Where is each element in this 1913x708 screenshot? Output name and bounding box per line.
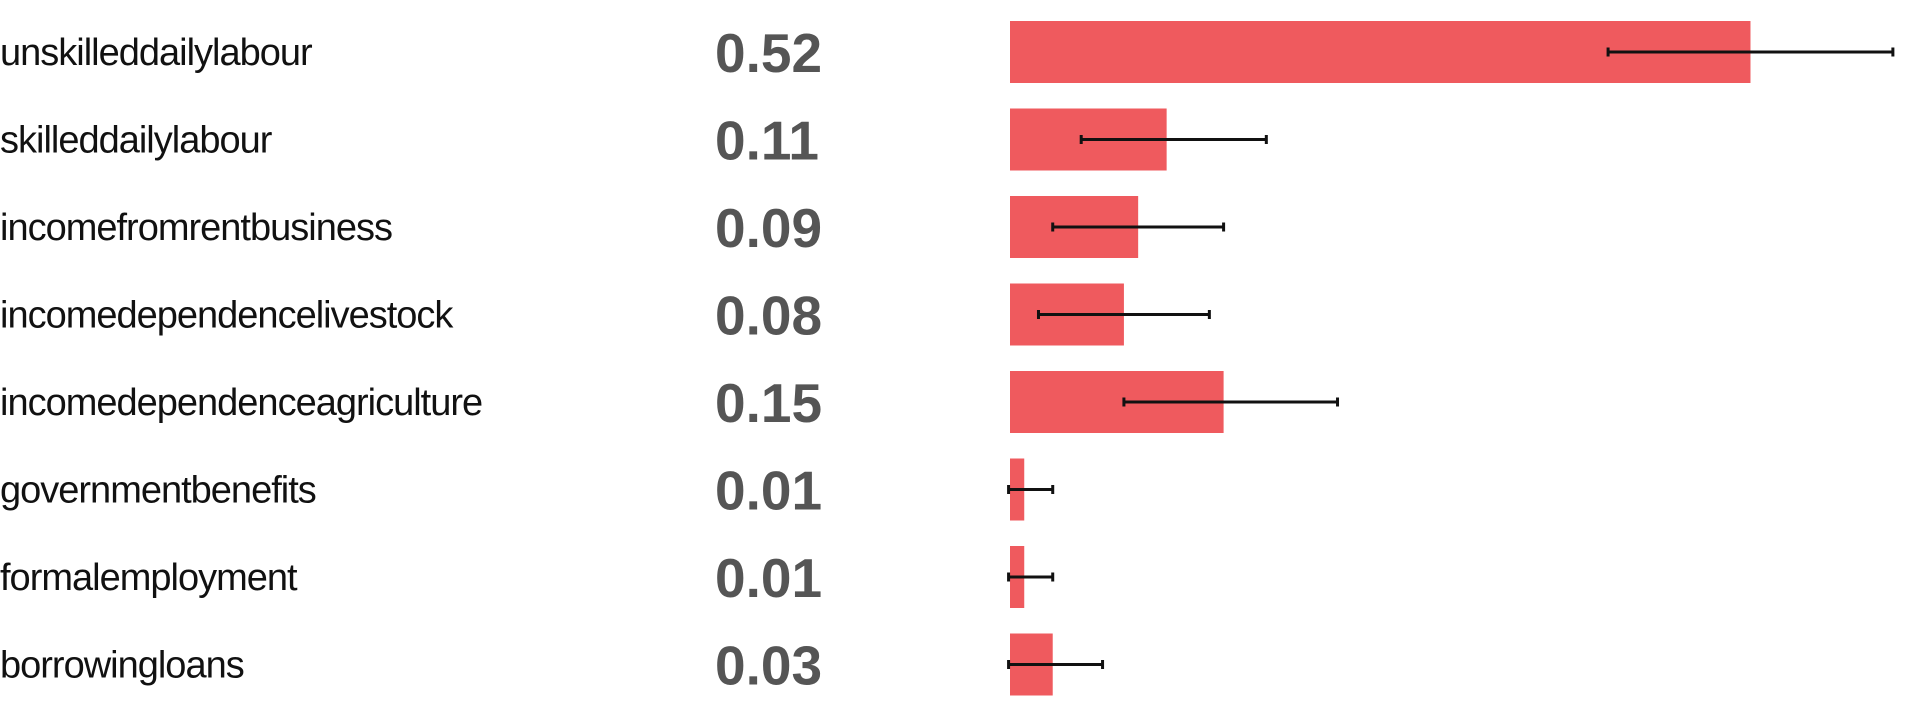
category-label: governmentbenefits xyxy=(0,470,316,512)
error-bar xyxy=(1122,397,1340,407)
category-label: formalemployment xyxy=(0,557,298,599)
category-label: incomedependenceagriculture xyxy=(0,382,482,424)
category-label: borrowingloans xyxy=(0,645,244,687)
error-bar xyxy=(1007,660,1105,669)
value-label: 0.01 xyxy=(715,547,822,609)
error-bar xyxy=(1007,485,1055,494)
value-label: 0.09 xyxy=(715,197,822,259)
value-label: 0.03 xyxy=(715,635,822,697)
category-label: unskilleddailylabour xyxy=(0,32,313,74)
error-bar xyxy=(1036,310,1211,319)
value-label: 0.01 xyxy=(715,460,822,522)
error-bar xyxy=(1051,222,1226,232)
error-bar xyxy=(1606,47,1895,57)
category-label: skilleddailylabour xyxy=(0,120,273,162)
error-bar xyxy=(1079,135,1268,144)
error-bar xyxy=(1007,572,1055,582)
value-label: 0.08 xyxy=(715,285,822,347)
value-label: 0.15 xyxy=(715,372,822,434)
value-label: 0.52 xyxy=(715,22,822,84)
value-label: 0.11 xyxy=(715,110,819,172)
category-label: incomedependencelivestock xyxy=(0,295,454,337)
category-label: incomefromrentbusiness xyxy=(0,207,392,249)
